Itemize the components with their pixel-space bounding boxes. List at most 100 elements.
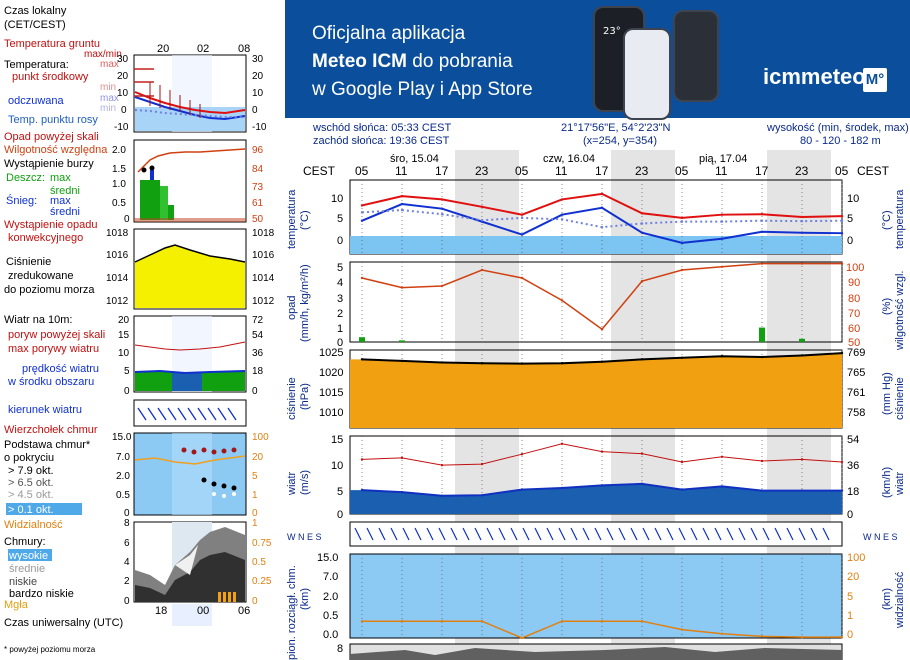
legend-wind-direction: kierunek wiatru [8, 404, 82, 416]
legend-wind-speed-2: w środku obszaru [7, 376, 94, 388]
legend-press-tick-r2: 1016 [252, 250, 275, 261]
feels-like-line-point [760, 230, 764, 233]
height-values: 80 - 120 - 182 m [800, 135, 881, 147]
visibility-line-point [400, 620, 404, 623]
legend-cb-tick-r1: 100 [252, 432, 269, 443]
legend-wind-tick-l5: 0 [124, 386, 130, 397]
legend-precip-tick-r5: 50 [252, 214, 264, 225]
legend-cloud-cover-panel [133, 521, 247, 603]
legend-pressure-2: zredukowane [8, 270, 73, 282]
legend-wind-gust: max porywy wiatru [8, 343, 99, 355]
dew-point-line-point [640, 222, 644, 225]
wind-arrow [594, 527, 602, 541]
legend-temp-tick-left-4: 0 [121, 105, 127, 116]
legend-wind-tick-l3: 10 [118, 348, 130, 359]
precip-bar [759, 327, 765, 342]
pressure-line-point [720, 355, 724, 358]
legend-press-tick-l1: 1018 [106, 228, 129, 239]
pressure-line-point [440, 361, 444, 364]
visibility-line-point [680, 628, 684, 631]
temperature-line-point [720, 213, 724, 216]
temp-tick-r3: 0 [847, 235, 853, 247]
phone-illustration-3 [673, 10, 719, 102]
legend-cc-tick-l4: 2 [124, 576, 130, 587]
promo-banner[interactable]: Oficjalna aplikacja Meteo ICM do pobrani… [285, 0, 910, 120]
wind-speed-line-point [520, 488, 524, 491]
visibility-line-point [600, 620, 604, 623]
legend-visibility: Widzialność [4, 519, 63, 531]
wind-arrow [474, 527, 482, 541]
feels-like-line-point [360, 219, 364, 222]
press-yunit: (hPa) [299, 383, 311, 410]
meteo-logo-box: M° [863, 68, 887, 92]
pressure-line-point [480, 362, 484, 365]
humidity-line-point [520, 276, 524, 280]
hour-label: 23 [475, 164, 489, 178]
banner-line-3: w Google Play i App Store [312, 79, 533, 100]
temp-tick-l3: 0 [337, 235, 343, 247]
temp-yunit-r: (°C) [881, 210, 893, 230]
temp-ylabel: temperatura [286, 189, 298, 249]
precip-tick-2: 4 [337, 277, 343, 289]
precip-bar [399, 340, 405, 342]
temperature-line-point [520, 213, 524, 216]
wind-speed-line-point [640, 482, 644, 486]
legend-soil-2: max/min [84, 49, 122, 60]
legend-precip-tick-l1: 2.0 [112, 145, 126, 156]
dew-point-line-point [520, 216, 524, 220]
legend-precip-tick-r2: 84 [252, 164, 264, 175]
visibility-line-point [720, 632, 724, 635]
hour-label: 05 [355, 164, 369, 178]
wind-arrow [558, 527, 566, 541]
legend-wind-tick-l1: 20 [118, 315, 130, 326]
legend-temp-min: min [100, 82, 116, 93]
wind-arrow [486, 527, 494, 541]
legend-wind-dir-panel [133, 399, 247, 427]
humidity-line-point [400, 286, 404, 289]
press-ylabel: ciśnienie [286, 377, 298, 420]
cest-right: CEST [857, 164, 890, 178]
pressure-line-point [760, 355, 764, 359]
legend-temp-feels-max: max [100, 93, 119, 104]
wind-speed-line-point [560, 486, 564, 490]
wind-gust-line-point [800, 458, 804, 461]
visibility-line-point [640, 620, 644, 623]
wind-ylabel: wiatr [286, 471, 298, 496]
wind-tick-2: 10 [331, 460, 343, 472]
wind-speed-line-point [400, 490, 404, 494]
dew-point-line-point [760, 219, 764, 222]
wind-arrow [402, 527, 410, 541]
temperature-line-point [600, 192, 604, 196]
wind-arrow [798, 527, 806, 541]
temp-tick-l1: 10 [331, 193, 343, 205]
hour-label: 11 [715, 164, 728, 178]
pressure-line-point [840, 351, 844, 355]
dew-point-line-point [680, 220, 684, 223]
legend-precip-tick-r4: 61 [252, 198, 264, 209]
wind-arrow [678, 527, 686, 541]
precip-ylabel: opad [286, 296, 298, 320]
legend-wind-tick-r1: 72 [252, 315, 264, 326]
legend-footnote: * powyżej poziomu morza [4, 645, 96, 654]
hum-yunit: (%) [881, 298, 893, 315]
visibility-line-point [840, 635, 844, 639]
legend-precip-panel [133, 139, 247, 223]
wind-arrow [750, 527, 758, 541]
legend-pressure-1: Ciśnienie [6, 256, 51, 268]
press-tick-r3: 761 [847, 387, 865, 399]
wind-arrow [522, 527, 530, 541]
wind-arrow [726, 527, 734, 541]
temperature-line-point [480, 205, 484, 209]
compass-right: W N E S [863, 532, 898, 542]
legend-cloud-level-3: > 4.5 okt. [8, 489, 54, 501]
cloud-tick-5: 0.0 [323, 629, 338, 641]
vis-tick-2: 20 [847, 571, 859, 583]
temperature-line-point [760, 213, 764, 216]
wind-gust-line-point [600, 450, 604, 453]
press-tick-r4: 758 [847, 407, 865, 419]
legend-press-tick-r4: 1012 [252, 296, 275, 307]
legend-temp-tick-left-5: -10 [114, 122, 129, 133]
dew-point-line-point [360, 211, 364, 214]
humidity-line-point [600, 328, 604, 331]
legend-temp-tick-right-2: 20 [252, 71, 264, 82]
